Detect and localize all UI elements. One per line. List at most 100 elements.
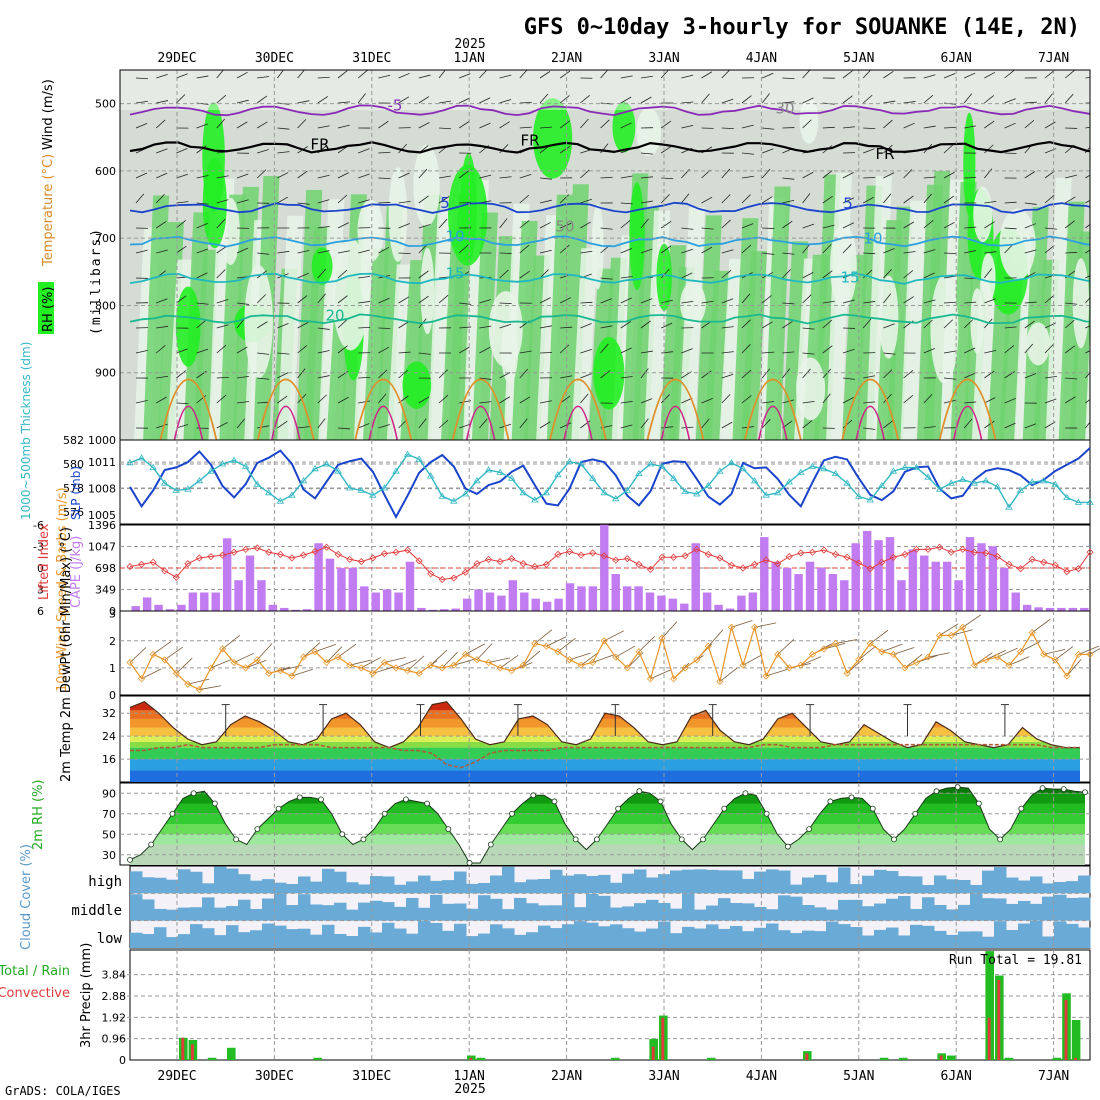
wind10m-point <box>785 664 793 672</box>
wind10m-point <box>843 669 851 677</box>
wind10m-point <box>473 656 481 664</box>
precip-total-bar <box>899 1057 908 1060</box>
rh-plume <box>376 206 403 440</box>
wind-barb <box>782 368 791 379</box>
rh-point <box>742 790 749 797</box>
wind-barb <box>1024 272 1036 279</box>
wind-barb <box>863 301 876 304</box>
wind10m-point <box>623 664 631 672</box>
cloud-cell <box>190 924 203 948</box>
cloud-cell <box>922 925 935 948</box>
precip-total-bar <box>947 1055 956 1060</box>
cloud-cell <box>502 909 515 921</box>
precip-convective-bar <box>1074 1057 1078 1060</box>
wind-barb <box>822 126 835 129</box>
cape-bar <box>177 604 186 611</box>
cloud-cell <box>1054 894 1067 921</box>
thickness-point <box>750 477 759 484</box>
wind10m-point <box>461 650 469 658</box>
cloud-cell <box>802 930 815 948</box>
cloud-cell <box>214 935 227 948</box>
li-point <box>346 555 354 563</box>
wind-barb <box>620 220 631 229</box>
wind10m-barb <box>580 651 600 666</box>
wind10m-barb <box>361 657 381 669</box>
wind-barb <box>1065 251 1078 254</box>
wind-barb <box>984 420 995 429</box>
cloud-cell <box>694 869 707 894</box>
cape-bar <box>337 567 346 611</box>
wind-barb <box>458 244 469 254</box>
wind-barb <box>317 394 327 404</box>
wind10m-point <box>323 658 331 667</box>
rh-blob <box>448 164 488 266</box>
cloud-cell <box>754 871 767 894</box>
wind-barb <box>1024 423 1037 429</box>
wind-barb <box>378 202 391 204</box>
wind-barb <box>782 302 795 305</box>
wind-barb <box>257 352 270 355</box>
thickness-point <box>1028 478 1036 485</box>
rh-point <box>721 805 728 812</box>
wind-barb <box>378 393 387 404</box>
wind-barb <box>236 318 245 329</box>
wind10m-point <box>901 664 909 672</box>
cloud-cell <box>358 884 371 894</box>
cloud-cell <box>898 896 911 921</box>
wind-barb <box>600 227 613 230</box>
wind-barb <box>438 100 451 104</box>
rh-plume <box>277 215 304 440</box>
cloud-cell <box>1042 936 1055 948</box>
cloud-cell <box>862 935 875 948</box>
thickness-point <box>843 479 851 486</box>
cloud-cover-panel: high middle low Cloud Cover (%) <box>19 844 1091 950</box>
rh-color-band <box>130 824 1085 835</box>
cloud-cell <box>670 933 683 948</box>
thickness-point <box>346 484 354 491</box>
wind-barb <box>964 226 977 229</box>
wind-barb <box>438 369 448 379</box>
cape-bar <box>771 561 780 611</box>
cloud-cell <box>130 894 143 921</box>
cloud-cell <box>874 903 887 921</box>
thickness-point <box>762 491 770 498</box>
wind-barb <box>1044 194 1055 204</box>
cloud-cell <box>346 935 359 948</box>
thickness-point <box>588 474 597 481</box>
thickness-point <box>635 469 643 476</box>
wind-barb <box>317 174 330 179</box>
wind-barb <box>459 202 472 204</box>
cloud-cell <box>970 893 983 921</box>
cape-bar <box>360 586 369 611</box>
date-label-bottom: 7JAN <box>1038 1069 1069 1084</box>
thickness-point <box>288 491 296 498</box>
thickness-point <box>218 460 227 467</box>
wind-barb <box>398 200 411 204</box>
cloud-grid <box>130 866 1090 948</box>
cloud-cell <box>1018 880 1031 894</box>
cape-bars <box>131 524 1089 611</box>
wind-barb <box>1004 422 1016 429</box>
rh-plume <box>427 211 454 440</box>
wind-barb <box>236 121 248 129</box>
cloud-cell <box>682 893 695 921</box>
wind10m-barb <box>985 649 1006 661</box>
wind-barb <box>337 319 348 329</box>
slp-tick: 1005 <box>88 509 116 522</box>
cloud-cell <box>790 933 803 948</box>
cape-bar <box>428 609 438 611</box>
wind-barb <box>883 193 892 204</box>
thickness-point <box>808 462 817 469</box>
cloud-cell <box>502 866 515 894</box>
wind10m-point <box>820 645 828 653</box>
wind-barb <box>479 418 488 429</box>
cape-bar <box>908 549 918 611</box>
wind-barb <box>277 196 289 204</box>
cloud-cell <box>946 909 959 921</box>
wind10m-barb <box>962 614 982 628</box>
wind-barb <box>681 300 694 304</box>
cloud-cell <box>298 876 311 894</box>
cloud-cell <box>766 869 779 894</box>
pressure-tick: 900 <box>95 367 116 380</box>
wind-barb <box>923 426 936 429</box>
